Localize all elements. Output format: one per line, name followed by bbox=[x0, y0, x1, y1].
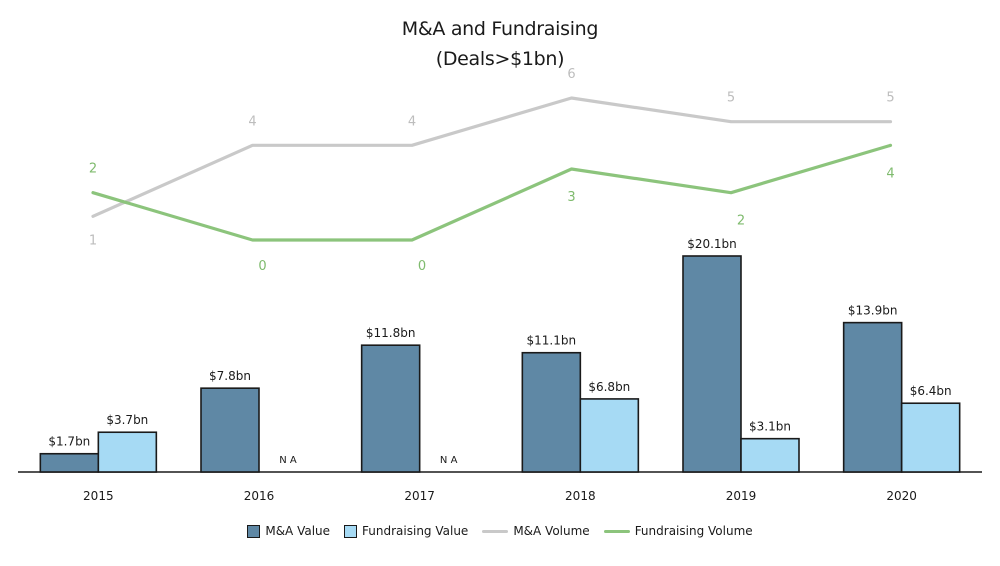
legend-item-ma-value: M&A Value bbox=[247, 524, 330, 538]
bar-fundraising-value bbox=[579, 398, 640, 473]
x-tick-label: 2019 bbox=[726, 489, 757, 503]
legend-item-ma-volume: M&A Volume bbox=[482, 524, 590, 538]
legend-label-fundraising-value: Fundraising Value bbox=[362, 524, 469, 538]
data-label-ma-value: $11.1bn bbox=[527, 334, 577, 348]
chart-title: M&A and Fundraising bbox=[401, 18, 599, 40]
legend-label-fundraising-volume: Fundraising Volume bbox=[634, 524, 753, 538]
data-label-ma-volume: 6 bbox=[567, 67, 575, 82]
legend-label-ma-volume: M&A Volume bbox=[513, 524, 590, 538]
data-label-fundraising-volume: 3 bbox=[567, 190, 575, 205]
data-label-ma-volume: 5 bbox=[886, 91, 894, 106]
x-tick-label: 2017 bbox=[404, 489, 435, 503]
legend-item-fundraising-value: Fundraising Value bbox=[344, 524, 468, 538]
data-label-ma-value: $11.8bn bbox=[366, 326, 416, 340]
legend-label-ma-value: M&A Value bbox=[265, 524, 331, 538]
bar-fundraising-value bbox=[900, 402, 961, 473]
x-tick-label: 2018 bbox=[565, 489, 596, 503]
data-label-fundraising-value: N A bbox=[440, 455, 458, 466]
legend-swatch-fundraising-value bbox=[344, 524, 358, 538]
legend-item-fundraising-volume: Fundraising Volume bbox=[603, 524, 753, 538]
x-tick-label: 2016 bbox=[244, 489, 275, 503]
bar-ma-value bbox=[682, 255, 742, 473]
data-label-ma-volume: 4 bbox=[408, 114, 416, 129]
x-tick-label: 2020 bbox=[886, 489, 917, 503]
data-label-fundraising-volume: 4 bbox=[886, 166, 894, 181]
line-fundraising-volume bbox=[91, 143, 893, 242]
legend-swatch-fundraising-volume bbox=[603, 529, 630, 533]
line-ma-volume bbox=[91, 96, 893, 218]
data-label-ma-value: $1.7bn bbox=[48, 435, 90, 449]
bar-ma-value bbox=[200, 387, 260, 473]
bar-ma-value bbox=[39, 452, 100, 473]
bar-ma-value bbox=[842, 321, 903, 473]
data-label-ma-volume: 5 bbox=[727, 91, 735, 106]
data-label-fundraising-value: $3.1bn bbox=[749, 420, 791, 434]
bar-fundraising-value bbox=[97, 431, 158, 473]
chart-subtitle: (Deals>$1bn) bbox=[435, 48, 565, 70]
data-label-fundraising-value: $6.8bn bbox=[588, 380, 630, 394]
data-label-fundraising-value: $3.7bn bbox=[106, 413, 148, 427]
data-label-ma-volume: 1 bbox=[89, 233, 97, 248]
bar-fundraising-value bbox=[740, 437, 800, 473]
data-label-fundraising-volume: 0 bbox=[258, 259, 266, 274]
data-label-fundraising-value: $6.4bn bbox=[910, 384, 952, 398]
data-label-ma-value: $13.9bn bbox=[848, 304, 898, 318]
legend: M&A Value Fundraising Value M&A Volume F… bbox=[0, 524, 1000, 538]
x-tick-label: 2015 bbox=[83, 489, 114, 503]
data-label-ma-volume: 4 bbox=[248, 114, 256, 129]
data-label-fundraising-volume: 2 bbox=[737, 214, 745, 229]
data-label-ma-value: $20.1bn bbox=[687, 237, 737, 251]
legend-swatch-ma-volume bbox=[482, 529, 509, 533]
legend-swatch-ma-value bbox=[247, 524, 261, 538]
data-label-fundraising-value: N A bbox=[279, 455, 297, 466]
data-label-fundraising-volume: 2 bbox=[89, 162, 97, 177]
data-label-ma-value: $7.8bn bbox=[209, 369, 251, 383]
data-label-fundraising-volume: 0 bbox=[418, 259, 426, 274]
bar-ma-value bbox=[521, 351, 582, 473]
bar-ma-value bbox=[360, 344, 421, 473]
